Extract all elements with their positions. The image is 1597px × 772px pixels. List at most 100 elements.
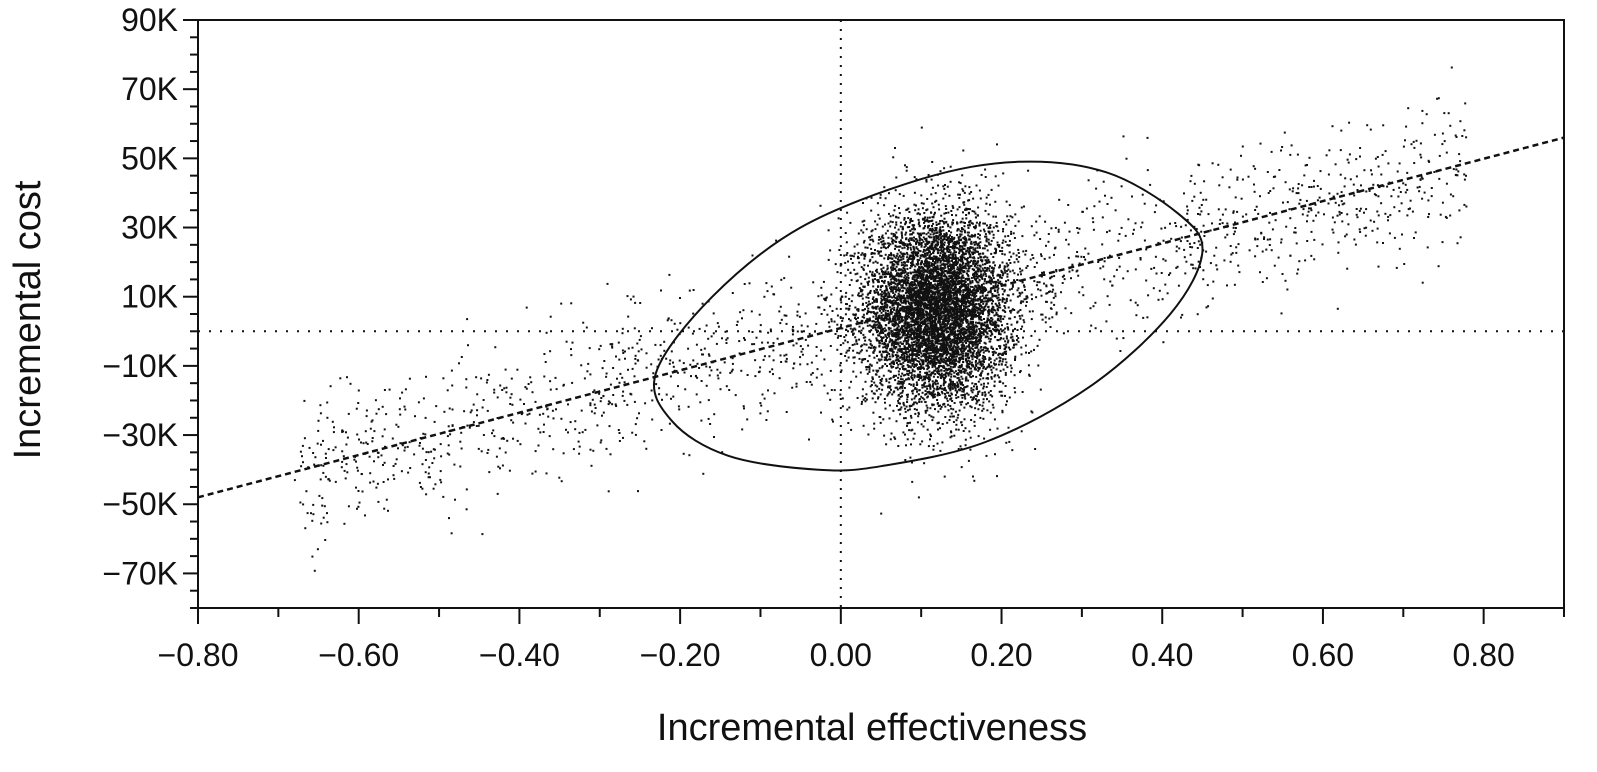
- scatter-point: [999, 281, 1001, 283]
- scatter-point: [862, 388, 864, 390]
- scatter-point: [899, 193, 901, 195]
- scatter-point: [1037, 365, 1039, 367]
- scatter-point: [904, 164, 906, 166]
- scatter-point: [900, 222, 902, 224]
- scatter-point: [986, 294, 988, 296]
- scatter-point: [885, 232, 887, 234]
- scatter-point: [861, 330, 863, 332]
- scatter-point: [895, 221, 897, 223]
- scatter-point: [922, 251, 924, 253]
- scatter-point: [898, 229, 900, 231]
- scatter-point: [958, 259, 960, 261]
- scatter-point: [1011, 449, 1013, 451]
- scatter-point: [880, 241, 882, 243]
- scatter-point: [916, 409, 918, 411]
- scatter-point: [965, 439, 967, 441]
- scatter-point: [883, 351, 885, 353]
- scatter-point: [1008, 259, 1010, 261]
- scatter-point: [933, 445, 935, 447]
- scatter-point: [988, 392, 990, 394]
- scatter-point: [918, 243, 920, 245]
- scatter-point: [991, 240, 993, 242]
- scatter-point: [900, 287, 902, 289]
- scatter-point: [937, 429, 939, 431]
- scatter-point: [847, 261, 849, 263]
- scatter-point: [994, 453, 996, 455]
- scatter-point: [862, 395, 864, 397]
- scatter-point: [871, 256, 873, 258]
- scatter-point: [984, 391, 986, 393]
- scatter-point: [904, 247, 906, 249]
- scatter-point: [961, 394, 963, 396]
- scatter-point: [939, 450, 941, 452]
- scatter-point: [912, 309, 914, 311]
- scatter-point: [964, 248, 966, 250]
- scatter-point: [873, 320, 875, 322]
- scatter-point: [964, 225, 966, 227]
- scatter-point: [1004, 395, 1006, 397]
- scatter-point: [977, 207, 979, 209]
- scatter-point: [959, 289, 961, 291]
- scatter-point: [840, 324, 842, 326]
- scatter-point: [880, 289, 882, 291]
- scatter-point: [956, 309, 958, 311]
- scatter-point: [893, 307, 895, 309]
- scatter-point: [872, 229, 874, 231]
- scatter-point: [906, 268, 908, 270]
- scatter-point: [891, 348, 893, 350]
- scatter-point: [896, 420, 898, 422]
- scatter-point: [970, 387, 972, 389]
- scatter-point: [1004, 254, 1006, 256]
- scatter-point: [879, 218, 881, 220]
- scatter-point: [939, 246, 941, 248]
- scatter-point: [982, 268, 984, 270]
- scatter-point: [988, 261, 990, 263]
- scatter-point: [928, 265, 930, 267]
- scatter-point: [896, 360, 898, 362]
- scatter-point: [984, 280, 986, 282]
- scatter-point: [949, 249, 951, 251]
- scatter-point: [914, 269, 916, 271]
- scatter-point: [891, 393, 893, 395]
- scatter-point: [937, 443, 939, 445]
- scatter-point: [905, 444, 907, 446]
- scatter-point: [841, 369, 843, 371]
- scatter-point: [896, 405, 898, 407]
- scatter-point: [1000, 370, 1002, 372]
- scatter-point: [956, 344, 958, 346]
- scatter-point: [908, 350, 910, 352]
- scatter-point: [997, 242, 999, 244]
- scatter-point: [910, 321, 912, 323]
- scatter-point: [852, 371, 854, 373]
- scatter-point: [903, 302, 905, 304]
- scatter-point: [1010, 365, 1012, 367]
- scatter-point: [1014, 237, 1016, 239]
- scatter-point: [887, 296, 889, 298]
- scatter-point: [872, 285, 874, 287]
- scatter-point: [1016, 258, 1018, 260]
- scatter-point: [917, 374, 919, 376]
- scatter-point: [926, 233, 928, 235]
- scatter-point: [956, 222, 958, 224]
- scatter-point: [908, 370, 910, 372]
- scatter-point: [994, 351, 996, 353]
- scatter-point: [979, 245, 981, 247]
- scatter-point: [940, 317, 942, 319]
- scatter-point: [895, 238, 897, 240]
- scatter-point: [970, 396, 972, 398]
- scatter-point: [980, 273, 982, 275]
- scatter-point: [887, 310, 889, 312]
- scatter-point: [961, 424, 963, 426]
- scatter-point: [927, 407, 929, 409]
- scatter-point: [994, 264, 996, 266]
- scatter-point: [968, 430, 970, 432]
- scatter-point: [873, 357, 875, 359]
- scatter-point: [885, 329, 887, 331]
- scatter-point: [1025, 305, 1027, 307]
- scatter-point: [903, 195, 905, 197]
- scatter-point: [880, 393, 882, 395]
- scatter-point: [1013, 232, 1015, 234]
- scatter-point: [863, 314, 865, 316]
